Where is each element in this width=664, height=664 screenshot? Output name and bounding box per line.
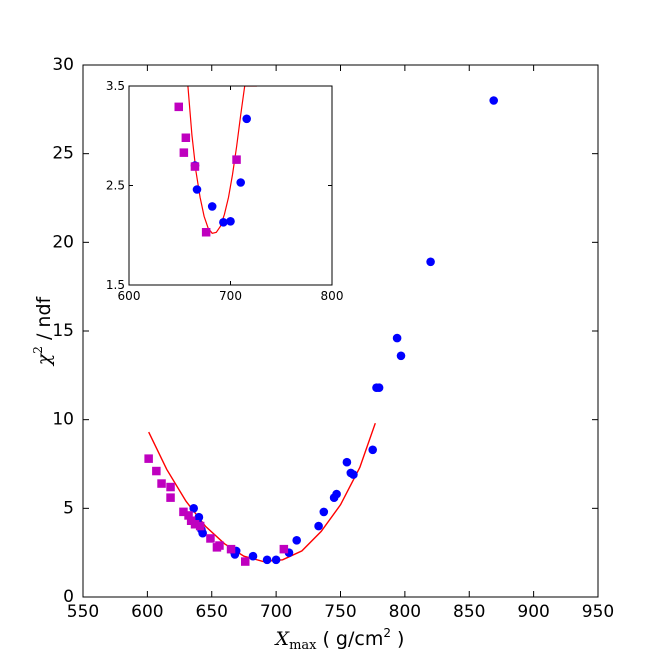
main-circle-point [349,470,358,479]
main-circle-point [319,507,329,517]
main-square-point [206,534,215,543]
main-x-tick-label: 900 [517,602,549,622]
y-axis-label: χ2 / ndf [31,295,55,367]
main-square-point [157,479,166,488]
main-y-tick-label: 15 [52,321,74,341]
main-circle-point [248,551,258,561]
main-circle-point [368,445,378,455]
inset-y-tick-label: 1.5 [106,278,125,292]
main-y-tick-label: 0 [63,587,74,607]
main-square-point [226,544,236,554]
main-square-point [179,507,188,517]
main-circle-point [332,489,341,499]
main-circle-point [396,351,406,361]
y-axis-label-var: χ [33,352,55,367]
main-square-point [279,544,289,554]
inset-circle-point [219,218,228,227]
main-circle-point [314,521,323,531]
inset-square-point [232,155,241,164]
main-axis-ticks: 550 600 650 700 750 800 850 900 950 0 5 10 15 20 25 30 [52,55,614,622]
inset-circle-point [192,185,202,194]
main-circle-point [489,96,499,105]
main-square-point [166,482,175,492]
inset-x-tick-label: 700 [219,289,242,303]
main-square-point [215,541,224,550]
x-axis-label: Xmax ( g/cm2 ) [274,626,405,653]
inset-circle-point [242,114,251,124]
main-square-point [166,493,175,502]
inset-y-tick-label: 2.5 [106,179,125,193]
inset-circle-point [207,202,217,211]
main-x-tick-label: 800 [389,602,421,622]
main-y-tick-label: 25 [52,144,74,164]
inset-square-point [174,102,183,112]
main-x-tick-label: 600 [131,602,163,622]
main-circle-point [271,555,281,565]
main-circle-point [426,257,435,267]
main-x-tick-label: 550 [67,602,99,622]
main-x-tick-label: 700 [260,602,292,622]
inset-square-point [179,148,189,157]
x-axis-label-var: X [274,628,291,650]
main-y-tick-label: 5 [63,498,74,518]
main-square-point [152,466,161,476]
main-y-tick-label: 20 [52,232,74,252]
main-square-point [184,511,193,520]
main-x-tick-label: 850 [453,602,485,622]
y-axis-label-sup: 2 [31,346,45,354]
inset-square-point [201,228,211,237]
main-x-tick-label: 750 [324,602,356,622]
main-x-tick-label: 950 [582,602,614,622]
main-square-point [190,520,200,529]
main-circle-point [198,528,207,538]
x-axis-label-unit: ( g/cm [322,628,383,650]
main-square-point [195,521,205,531]
x-axis-label-sub: max [289,638,317,653]
inset-square-point [181,133,191,142]
main-y-tick-label: 10 [52,410,74,430]
main-circle-point [262,555,272,565]
main-circle-point [194,512,204,522]
inset-square-point [190,162,200,171]
main-circle-point [374,383,384,393]
x-axis-label-sup: 2 [383,626,391,640]
main-square-point [144,454,153,463]
inset-axis-ticks: 600 700 800 1.5 2.5 3.5 [106,79,344,303]
main-circle-point [292,536,302,545]
inset-y-tick-label: 3.5 [106,79,125,93]
main-square-point [241,557,250,566]
main-circle-point [189,504,198,513]
inset-circle-point [236,178,245,187]
inset-x-tick-label: 600 [118,289,141,303]
main-circle-point [342,457,352,467]
x-axis-label-close: ) [391,628,404,650]
main-circle-point [392,333,402,343]
inset-x-tick-label: 800 [321,289,344,303]
inset-circle-point [226,217,235,226]
main-x-tick-label: 650 [196,602,228,622]
main-y-tick-label: 30 [52,55,74,75]
inset-data-points [174,102,251,237]
main-data-points [144,96,499,566]
y-axis-label-rest: / ndf [33,295,55,346]
